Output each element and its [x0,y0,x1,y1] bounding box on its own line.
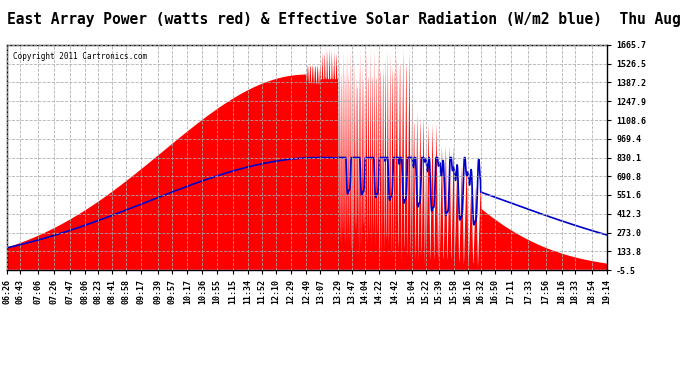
Text: Copyright 2011 Cartronics.com: Copyright 2011 Cartronics.com [13,52,147,61]
Text: East Array Power (watts red) & Effective Solar Radiation (W/m2 blue)  Thu Aug 11: East Array Power (watts red) & Effective… [7,11,690,27]
